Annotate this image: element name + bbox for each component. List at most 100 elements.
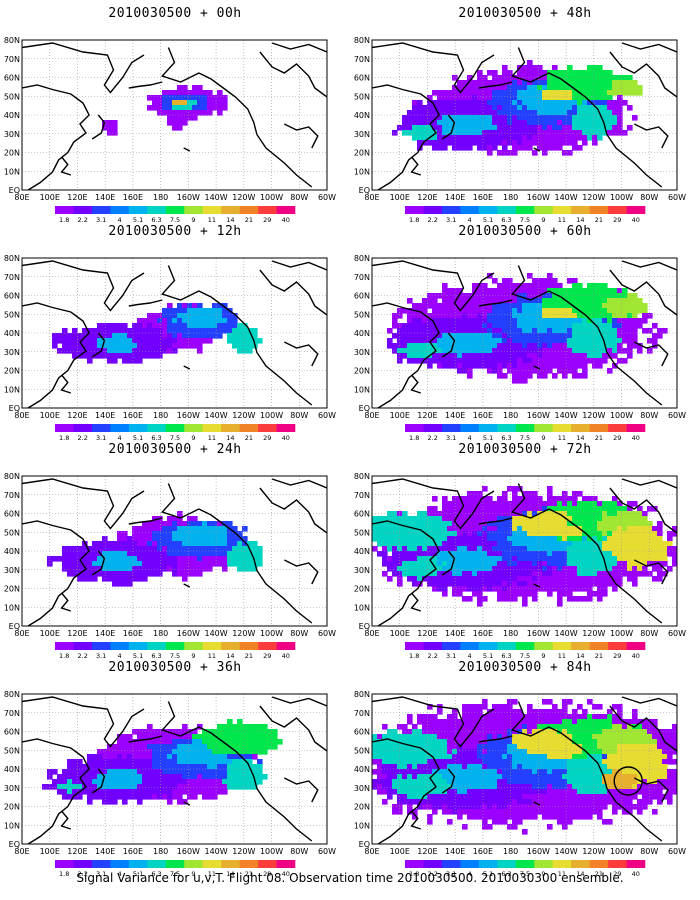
lat-tick-label: 30N xyxy=(354,348,370,357)
field-cell xyxy=(512,759,518,765)
field-cell xyxy=(552,739,558,745)
field-cell xyxy=(592,333,598,339)
field-cell xyxy=(507,486,513,492)
field-cell xyxy=(537,283,543,289)
field-cell xyxy=(492,581,498,587)
field-cell xyxy=(407,308,413,314)
field-cell xyxy=(422,328,428,334)
field-cell xyxy=(582,739,588,745)
field-cell xyxy=(462,140,468,146)
field-cell xyxy=(447,526,453,532)
field-cell xyxy=(442,115,448,121)
field-cell xyxy=(552,551,558,557)
field-cell xyxy=(627,75,633,81)
field-cell xyxy=(217,551,223,557)
field-cell xyxy=(127,759,133,765)
field-cell xyxy=(502,85,508,91)
field-cell xyxy=(237,561,243,567)
field-cell xyxy=(147,556,153,562)
field-cell xyxy=(142,323,148,329)
field-cell xyxy=(502,343,508,349)
field-cell xyxy=(442,759,448,765)
field-cell xyxy=(582,313,588,319)
field-cell xyxy=(567,724,573,730)
field-cell xyxy=(537,65,543,71)
field-cell xyxy=(482,318,488,324)
field-cell xyxy=(522,65,528,71)
field-cell xyxy=(472,719,478,725)
field-cell xyxy=(517,308,523,314)
field-cell xyxy=(607,323,613,329)
field-cell xyxy=(557,759,563,765)
field-cell xyxy=(517,90,523,96)
coastline xyxy=(533,583,541,588)
field-cell xyxy=(267,744,273,750)
field-cell xyxy=(227,551,233,557)
lat-tick-label: EQ xyxy=(359,622,370,631)
field-cell xyxy=(527,85,533,91)
field-cell xyxy=(67,764,73,770)
field-cell xyxy=(572,135,578,141)
field-cell xyxy=(422,353,428,359)
colorbar-label: 11 xyxy=(208,870,216,876)
field-cell xyxy=(207,789,213,795)
field-cell xyxy=(602,283,608,289)
field-cell xyxy=(502,764,508,770)
field-cell xyxy=(552,95,558,101)
field-cell xyxy=(87,358,93,364)
field-cell xyxy=(632,709,638,715)
field-cell xyxy=(612,120,618,126)
field-cell xyxy=(487,363,493,369)
field-cell xyxy=(237,744,243,750)
field-cell xyxy=(182,541,188,547)
field-cell xyxy=(527,343,533,349)
field-cell xyxy=(642,724,648,730)
field-cell xyxy=(97,784,103,790)
colorbar-swatch xyxy=(460,206,480,214)
lon-tick-label: 60W xyxy=(318,411,336,420)
field-cell xyxy=(202,739,208,745)
field-cell xyxy=(157,328,163,334)
field-cell xyxy=(467,368,473,374)
field-cell xyxy=(627,90,633,96)
field-cell xyxy=(607,308,613,314)
field-cell xyxy=(482,125,488,131)
field-cell xyxy=(137,541,143,547)
field-cell xyxy=(407,333,413,339)
field-cell xyxy=(437,531,443,537)
field-cell xyxy=(507,105,513,111)
lat-tick-label: 30N xyxy=(4,130,20,139)
field-cell xyxy=(147,323,153,329)
field-cell xyxy=(487,110,493,116)
field-cell xyxy=(477,601,483,607)
field-cell xyxy=(477,566,483,572)
field-cell xyxy=(207,90,213,96)
lon-tick-label: 120W xyxy=(232,629,255,638)
field-cell xyxy=(612,293,618,299)
field-cell xyxy=(217,769,223,775)
field-cell xyxy=(587,65,593,71)
field-cell xyxy=(497,120,503,126)
field-cell xyxy=(422,734,428,740)
field-cell xyxy=(472,95,478,101)
field-cell xyxy=(537,70,543,76)
field-cell xyxy=(447,729,453,735)
field-cell xyxy=(447,764,453,770)
field-cell xyxy=(182,576,188,582)
field-cell xyxy=(592,115,598,121)
field-cell xyxy=(472,110,478,116)
field-cell xyxy=(512,576,518,582)
field-cell xyxy=(87,769,93,775)
field-cell xyxy=(532,80,538,86)
field-cell xyxy=(87,779,93,785)
field-cell xyxy=(132,769,138,775)
field-cell xyxy=(127,734,133,740)
field-cell xyxy=(147,333,153,339)
field-cell xyxy=(192,521,198,527)
field-cell xyxy=(142,794,148,800)
field-cell xyxy=(122,551,128,557)
field-cell xyxy=(137,353,143,359)
field-cell xyxy=(422,511,428,517)
field-cell xyxy=(192,105,198,111)
field-cell xyxy=(482,313,488,319)
